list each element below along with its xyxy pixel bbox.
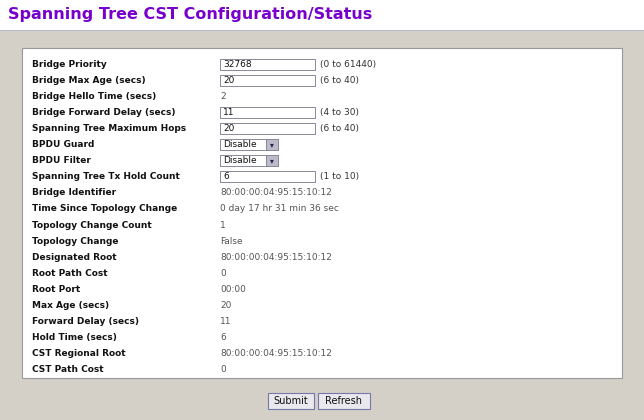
FancyBboxPatch shape — [220, 75, 315, 86]
FancyBboxPatch shape — [318, 393, 370, 409]
Text: Spanning Tree Tx Hold Count: Spanning Tree Tx Hold Count — [32, 172, 180, 181]
FancyBboxPatch shape — [266, 155, 278, 166]
Text: Topology Change Count: Topology Change Count — [32, 220, 152, 230]
FancyBboxPatch shape — [266, 139, 278, 150]
Text: Submit: Submit — [274, 396, 308, 406]
Text: 2: 2 — [220, 92, 225, 101]
FancyBboxPatch shape — [220, 58, 315, 70]
Text: 80:00:00:04:95:15:10:12: 80:00:00:04:95:15:10:12 — [220, 349, 332, 358]
Text: 6: 6 — [220, 333, 226, 342]
Text: (6 to 40): (6 to 40) — [320, 76, 359, 85]
Text: 20: 20 — [223, 124, 234, 133]
Text: (1 to 10): (1 to 10) — [320, 172, 359, 181]
Text: 6: 6 — [223, 172, 229, 181]
Text: BPDU Guard: BPDU Guard — [32, 140, 95, 149]
Text: BPDU Filter: BPDU Filter — [32, 156, 91, 165]
Text: Bridge Max Age (secs): Bridge Max Age (secs) — [32, 76, 146, 85]
Text: ▾: ▾ — [270, 140, 274, 149]
Text: False: False — [220, 236, 243, 246]
Text: 0 day 17 hr 31 min 36 sec: 0 day 17 hr 31 min 36 sec — [220, 205, 339, 213]
Text: Refresh: Refresh — [325, 396, 363, 406]
FancyBboxPatch shape — [220, 123, 315, 134]
Text: Spanning Tree CST Configuration/Status: Spanning Tree CST Configuration/Status — [8, 8, 372, 23]
Text: (6 to 40): (6 to 40) — [320, 124, 359, 133]
Text: 11: 11 — [220, 317, 231, 326]
Text: Bridge Identifier: Bridge Identifier — [32, 188, 116, 197]
FancyBboxPatch shape — [220, 107, 315, 118]
Text: CST Path Cost: CST Path Cost — [32, 365, 104, 375]
Text: Bridge Hello Time (secs): Bridge Hello Time (secs) — [32, 92, 156, 101]
FancyBboxPatch shape — [220, 155, 278, 166]
Text: 80:00:00:04:95:15:10:12: 80:00:00:04:95:15:10:12 — [220, 253, 332, 262]
Text: Disable: Disable — [223, 140, 256, 149]
Text: Designated Root: Designated Root — [32, 253, 117, 262]
Text: Topology Change: Topology Change — [32, 236, 118, 246]
Text: Forward Delay (secs): Forward Delay (secs) — [32, 317, 139, 326]
FancyBboxPatch shape — [0, 0, 644, 30]
Text: 11: 11 — [223, 108, 234, 117]
Text: Bridge Forward Delay (secs): Bridge Forward Delay (secs) — [32, 108, 176, 117]
Text: (4 to 30): (4 to 30) — [320, 108, 359, 117]
Text: 20: 20 — [223, 76, 234, 85]
FancyBboxPatch shape — [220, 139, 278, 150]
FancyBboxPatch shape — [268, 393, 314, 409]
Text: 20: 20 — [220, 301, 231, 310]
Text: Bridge Priority: Bridge Priority — [32, 60, 107, 68]
FancyBboxPatch shape — [0, 30, 644, 48]
Text: CST Regional Root: CST Regional Root — [32, 349, 126, 358]
Text: Max Age (secs): Max Age (secs) — [32, 301, 109, 310]
Text: Disable: Disable — [223, 156, 256, 165]
FancyBboxPatch shape — [22, 48, 622, 378]
Text: 1: 1 — [220, 220, 226, 230]
Text: 0: 0 — [220, 269, 226, 278]
Text: 32768: 32768 — [223, 60, 252, 68]
Text: Time Since Topology Change: Time Since Topology Change — [32, 205, 177, 213]
Text: Spanning Tree Maximum Hops: Spanning Tree Maximum Hops — [32, 124, 186, 133]
Text: 00:00: 00:00 — [220, 285, 246, 294]
Text: 0: 0 — [220, 365, 226, 375]
Text: Root Port: Root Port — [32, 285, 80, 294]
Text: ▾: ▾ — [270, 156, 274, 165]
Text: Root Path Cost: Root Path Cost — [32, 269, 108, 278]
Text: (0 to 61440): (0 to 61440) — [320, 60, 376, 68]
FancyBboxPatch shape — [220, 171, 315, 182]
Text: 80:00:00:04:95:15:10:12: 80:00:00:04:95:15:10:12 — [220, 188, 332, 197]
Text: Hold Time (secs): Hold Time (secs) — [32, 333, 117, 342]
